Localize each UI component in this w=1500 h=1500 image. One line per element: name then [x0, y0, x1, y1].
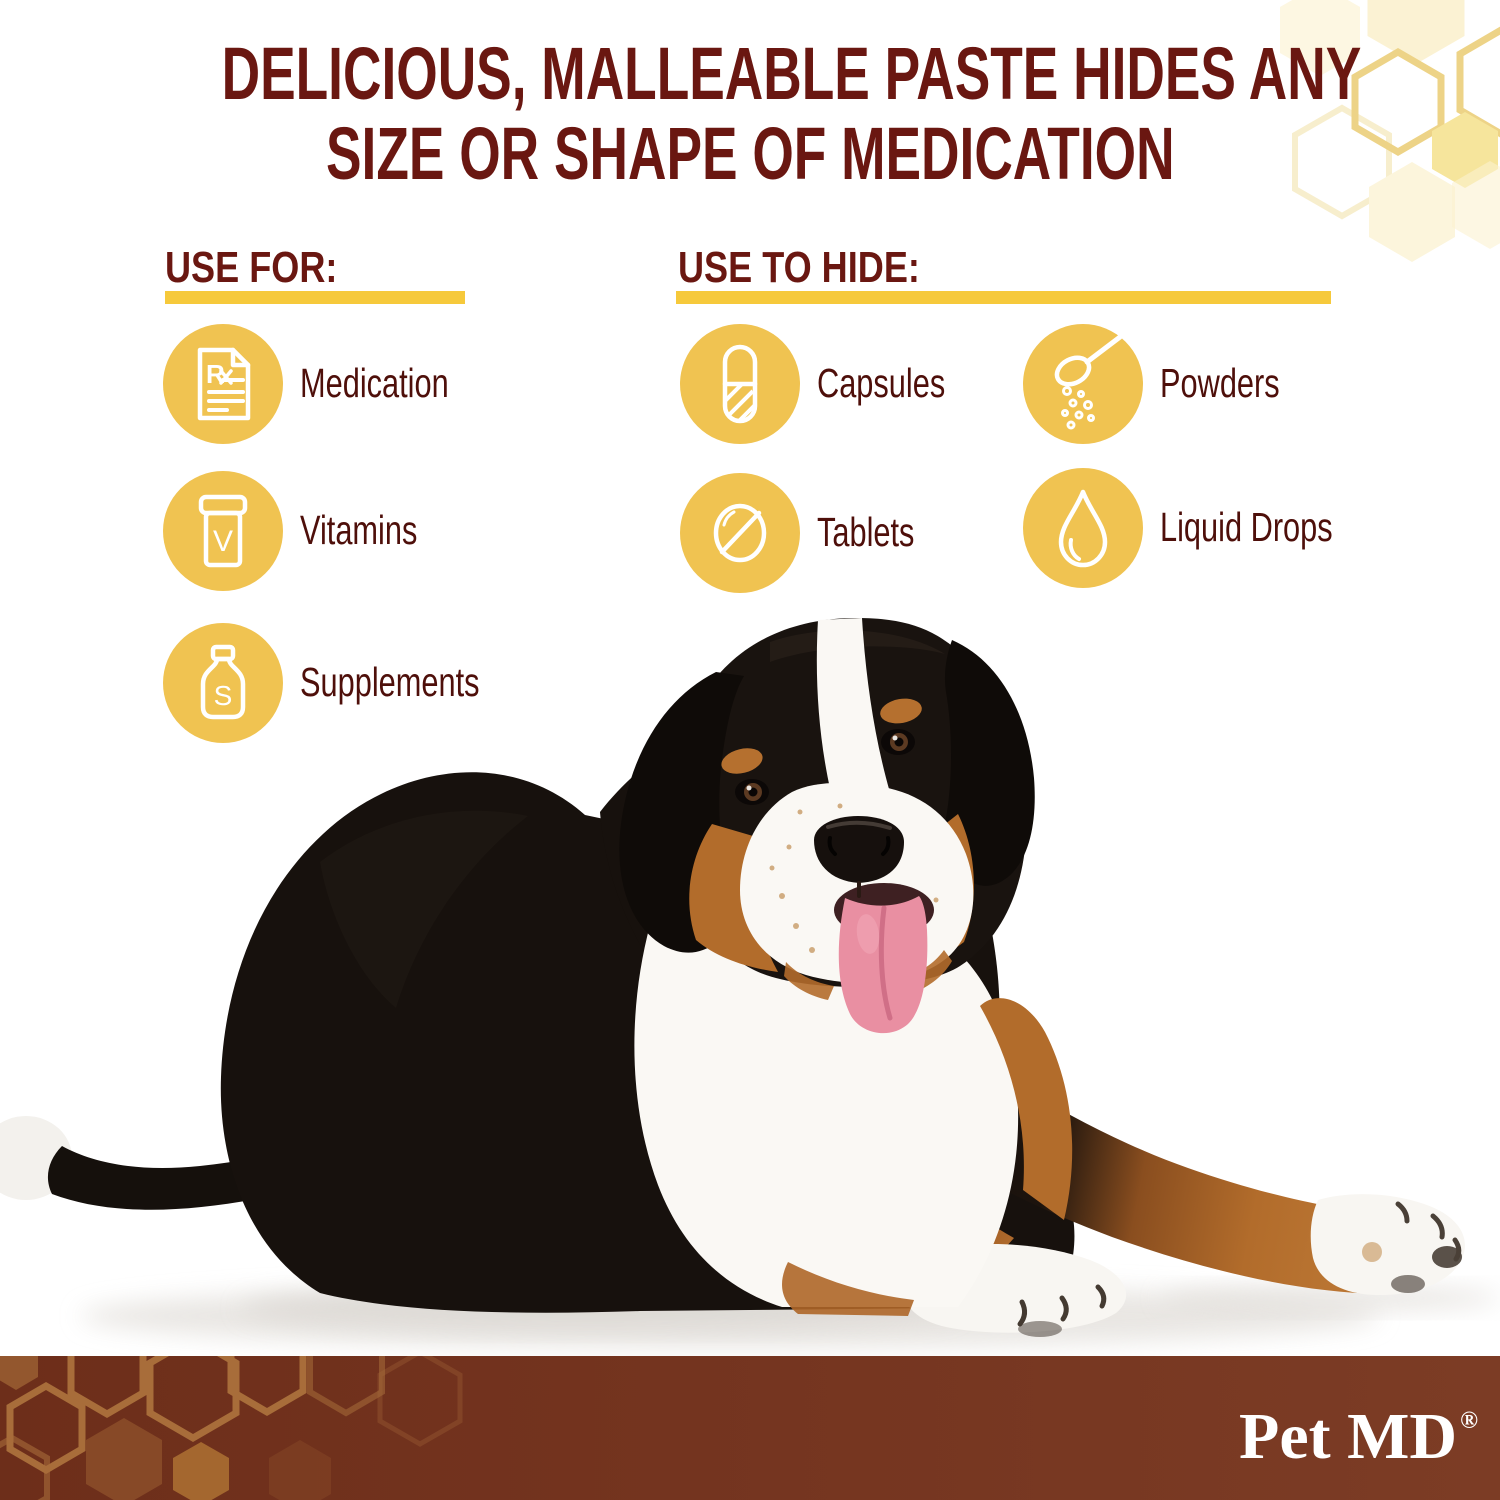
page-title: DELICIOUS, MALLEABLE PASTE HIDES ANY SIZ… — [0, 34, 1500, 194]
vitamin-jar-icon: V — [198, 494, 248, 568]
icon-circle — [680, 473, 800, 593]
svg-text:S: S — [214, 680, 233, 711]
supplement-bottle-icon: S — [200, 644, 246, 720]
use-for-item-vitamins: V Vitamins — [163, 471, 456, 591]
use-to-hide-heading: USE TO HIDE: — [678, 243, 920, 292]
use-to-hide-item-tablets: Tablets — [680, 473, 947, 593]
use-for-item-label: Vitamins — [300, 507, 418, 554]
page-title-line-2: SIZE OR SHAPE OF MEDICATION — [325, 112, 1175, 195]
liquid-drop-icon — [1058, 489, 1108, 568]
use-to-hide-underline — [676, 291, 1331, 304]
brand-logo: Pet MD ® — [1239, 1386, 1478, 1472]
icon-circle — [680, 324, 800, 444]
honeycomb-decoration-top-right — [1280, 0, 1500, 262]
capsule-icon — [722, 344, 758, 424]
use-to-hide-item-capsules: Capsules — [680, 324, 988, 444]
registered-trademark-symbol: ® — [1460, 1408, 1478, 1434]
icon-circle: R — [163, 324, 283, 444]
use-to-hide-item-label: Liquid Drops — [1160, 504, 1333, 551]
brand-name: Pet MD — [1239, 1400, 1458, 1473]
powder-spoon-icon — [1054, 334, 1123, 430]
use-for-item-supplements: S Supplements — [163, 623, 539, 743]
use-for-item-label: Supplements — [300, 659, 480, 706]
icon-circle: V — [163, 471, 283, 591]
icon-circle — [1023, 468, 1143, 588]
use-to-hide-item-label: Powders — [1160, 360, 1280, 407]
icon-circle: S — [163, 623, 283, 743]
use-to-hide-item-liquid-drops: Liquid Drops — [1023, 468, 1390, 588]
svg-text:V: V — [213, 525, 233, 558]
use-for-heading: USE FOR: — [165, 243, 338, 292]
dog-photo — [0, 600, 1500, 1360]
use-for-underline — [165, 291, 465, 304]
use-for-item-medication: R Medication — [163, 324, 498, 444]
page-title-line-1: DELICIOUS, MALLEABLE PASTE HIDES ANY — [221, 32, 1362, 115]
use-to-hide-item-label: Tablets — [817, 509, 915, 556]
icon-circle — [1023, 324, 1143, 444]
use-to-hide-item-label: Capsules — [817, 360, 946, 407]
rx-document-icon: R — [197, 347, 251, 421]
tablet-icon — [713, 503, 767, 563]
brand-banner: Pet MD ® — [0, 1356, 1500, 1500]
use-for-item-label: Medication — [300, 360, 449, 407]
honeycomb-decoration-banner — [0, 1356, 463, 1500]
use-to-hide-item-powders: Powders — [1023, 324, 1320, 444]
